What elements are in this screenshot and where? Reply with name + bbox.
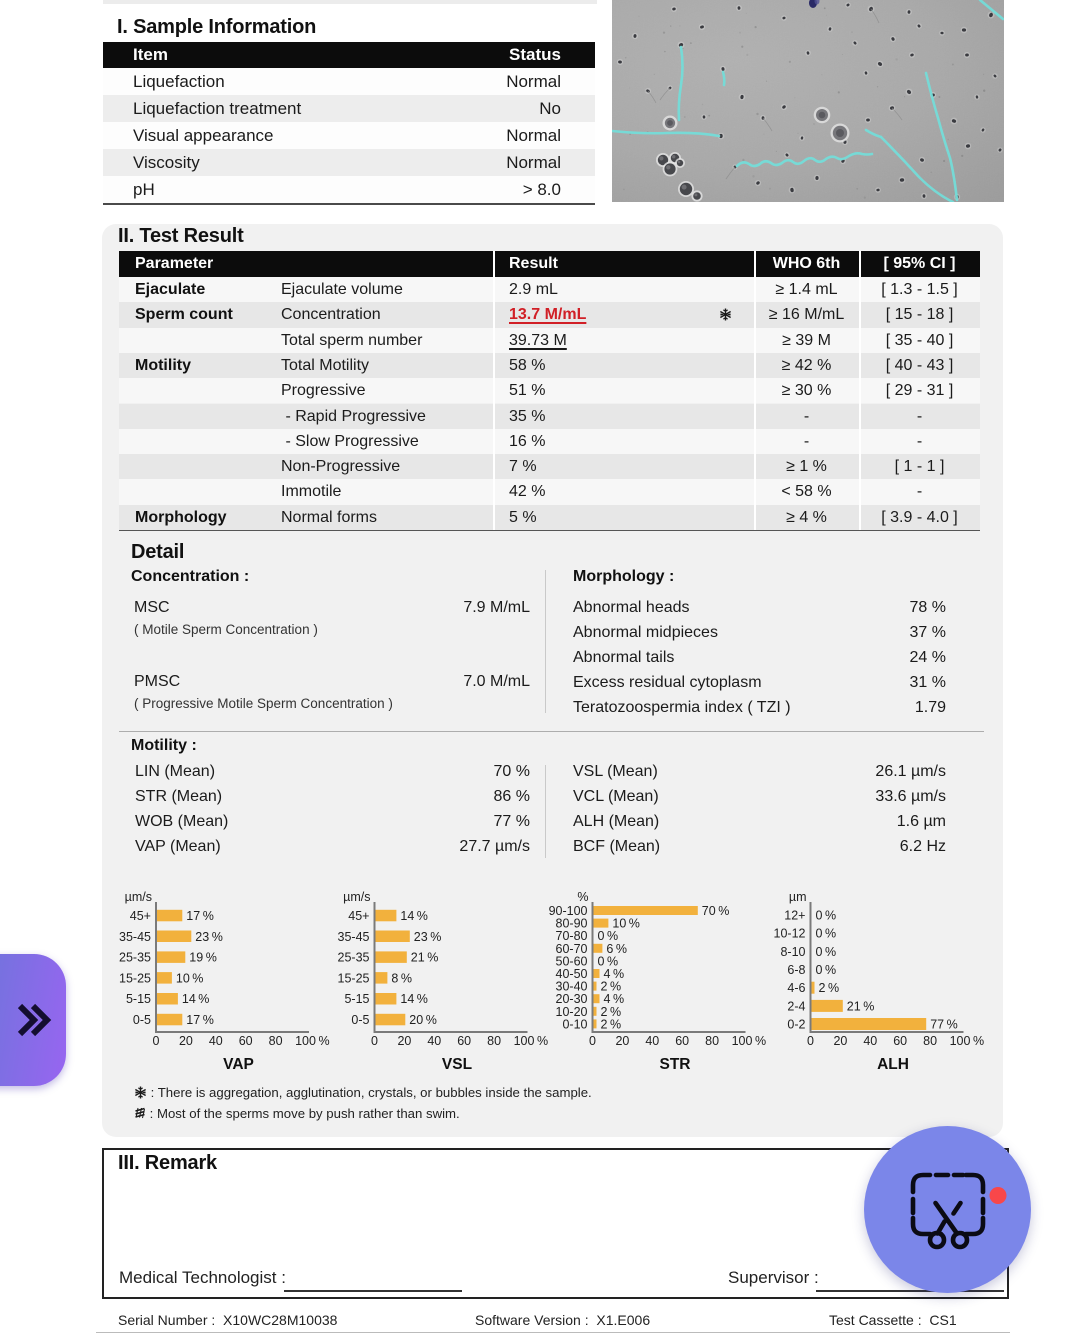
svg-text:14 %: 14 % bbox=[400, 909, 428, 923]
svg-text:100: 100 bbox=[514, 1034, 535, 1048]
svg-text:80: 80 bbox=[923, 1034, 937, 1048]
svg-text:5-15: 5-15 bbox=[126, 992, 151, 1006]
svg-text:21 %: 21 % bbox=[411, 951, 439, 965]
svg-text:35-45: 35-45 bbox=[338, 930, 370, 944]
svg-text:8 %: 8 % bbox=[391, 971, 412, 985]
svg-text:40: 40 bbox=[863, 1034, 877, 1048]
svg-text:50-60: 50-60 bbox=[556, 954, 588, 968]
svg-text:20 %: 20 % bbox=[409, 1013, 437, 1027]
svg-text:25-35: 25-35 bbox=[119, 951, 151, 965]
svg-text:10-20: 10-20 bbox=[556, 1005, 588, 1019]
svg-text:12+: 12+ bbox=[784, 909, 805, 923]
svg-text:23 %: 23 % bbox=[414, 930, 442, 944]
svg-text:60: 60 bbox=[239, 1034, 253, 1048]
svg-text:4 %: 4 % bbox=[604, 992, 625, 1006]
svg-text:0: 0 bbox=[153, 1034, 160, 1048]
svg-text:40: 40 bbox=[645, 1034, 659, 1048]
svg-text:6 %: 6 % bbox=[606, 942, 627, 956]
svg-text:2 %: 2 % bbox=[601, 1005, 622, 1019]
svg-text:0 %: 0 % bbox=[816, 963, 837, 977]
svg-text:20-30: 20-30 bbox=[556, 992, 588, 1006]
svg-text:µm/s: µm/s bbox=[125, 890, 152, 904]
svg-text:2 %: 2 % bbox=[601, 1017, 622, 1031]
svg-text:60: 60 bbox=[457, 1034, 471, 1048]
svg-text:2-4: 2-4 bbox=[787, 999, 805, 1013]
svg-text:80: 80 bbox=[705, 1034, 719, 1048]
svg-text:0: 0 bbox=[589, 1034, 596, 1048]
svg-text:0 %: 0 % bbox=[816, 945, 837, 959]
svg-text:ALH: ALH bbox=[877, 1056, 909, 1073]
svg-text:10 %: 10 % bbox=[176, 971, 204, 985]
svg-text:60-70: 60-70 bbox=[556, 942, 588, 956]
svg-text:40-50: 40-50 bbox=[556, 967, 588, 981]
svg-text:VSL: VSL bbox=[442, 1056, 472, 1073]
svg-text:20: 20 bbox=[397, 1034, 411, 1048]
svg-text:60: 60 bbox=[675, 1034, 689, 1048]
svg-text:19 %: 19 % bbox=[189, 951, 217, 965]
svg-text:0 %: 0 % bbox=[598, 929, 619, 943]
svg-text:10-12: 10-12 bbox=[774, 927, 806, 941]
svg-text:µm/s: µm/s bbox=[343, 890, 370, 904]
svg-text:70-80: 70-80 bbox=[556, 929, 588, 943]
svg-text:2 %: 2 % bbox=[601, 980, 622, 994]
svg-text:%: % bbox=[318, 1034, 329, 1048]
svg-text:0: 0 bbox=[807, 1034, 814, 1048]
svg-text:0 %: 0 % bbox=[816, 909, 837, 923]
svg-text:21 %: 21 % bbox=[847, 999, 875, 1013]
svg-text:40: 40 bbox=[427, 1034, 441, 1048]
svg-text:0 %: 0 % bbox=[816, 927, 837, 941]
svg-text:5-15: 5-15 bbox=[344, 992, 369, 1006]
svg-text:VAP: VAP bbox=[223, 1056, 254, 1073]
svg-text:0-5: 0-5 bbox=[351, 1013, 369, 1027]
svg-text:80-90: 80-90 bbox=[556, 917, 588, 931]
svg-text:20: 20 bbox=[179, 1034, 193, 1048]
svg-text:STR: STR bbox=[660, 1056, 691, 1073]
svg-text:70 %: 70 % bbox=[702, 904, 730, 918]
svg-text:µm: µm bbox=[789, 890, 807, 904]
svg-text:2 %: 2 % bbox=[819, 981, 840, 995]
svg-text:40: 40 bbox=[209, 1034, 223, 1048]
svg-text:60: 60 bbox=[893, 1034, 907, 1048]
svg-text:100: 100 bbox=[950, 1034, 971, 1048]
svg-text:%: % bbox=[973, 1034, 984, 1048]
svg-text:%: % bbox=[755, 1034, 766, 1048]
svg-text:20: 20 bbox=[615, 1034, 629, 1048]
svg-text:0: 0 bbox=[371, 1034, 378, 1048]
svg-text:15-25: 15-25 bbox=[119, 971, 151, 985]
svg-text:8-10: 8-10 bbox=[780, 945, 805, 959]
svg-text:10 %: 10 % bbox=[612, 917, 640, 931]
svg-text:80: 80 bbox=[487, 1034, 501, 1048]
svg-text:100: 100 bbox=[732, 1034, 753, 1048]
svg-text:%: % bbox=[537, 1034, 548, 1048]
svg-text:30-40: 30-40 bbox=[556, 980, 588, 994]
svg-text:45+: 45+ bbox=[130, 909, 151, 923]
svg-text:4-6: 4-6 bbox=[787, 981, 805, 995]
svg-text:17 %: 17 % bbox=[186, 1013, 214, 1027]
svg-text:20: 20 bbox=[833, 1034, 847, 1048]
svg-text:17 %: 17 % bbox=[186, 909, 214, 923]
svg-text:4 %: 4 % bbox=[604, 967, 625, 981]
svg-text:45+: 45+ bbox=[348, 909, 369, 923]
svg-text:100: 100 bbox=[295, 1034, 316, 1048]
svg-text:77 %: 77 % bbox=[930, 1018, 958, 1032]
svg-text:0 %: 0 % bbox=[598, 954, 619, 968]
svg-text:15-25: 15-25 bbox=[338, 971, 370, 985]
svg-text:0-5: 0-5 bbox=[133, 1013, 151, 1027]
svg-text:0-10: 0-10 bbox=[562, 1017, 587, 1031]
svg-text:80: 80 bbox=[269, 1034, 283, 1048]
svg-text:14 %: 14 % bbox=[182, 992, 210, 1006]
svg-text:0-2: 0-2 bbox=[787, 1018, 805, 1032]
svg-text:6-8: 6-8 bbox=[787, 963, 805, 977]
svg-text:%: % bbox=[577, 890, 588, 904]
svg-text:35-45: 35-45 bbox=[119, 930, 151, 944]
svg-text:14 %: 14 % bbox=[400, 992, 428, 1006]
svg-text:23 %: 23 % bbox=[195, 930, 223, 944]
svg-text:90-100: 90-100 bbox=[549, 904, 588, 918]
svg-text:25-35: 25-35 bbox=[338, 951, 370, 965]
